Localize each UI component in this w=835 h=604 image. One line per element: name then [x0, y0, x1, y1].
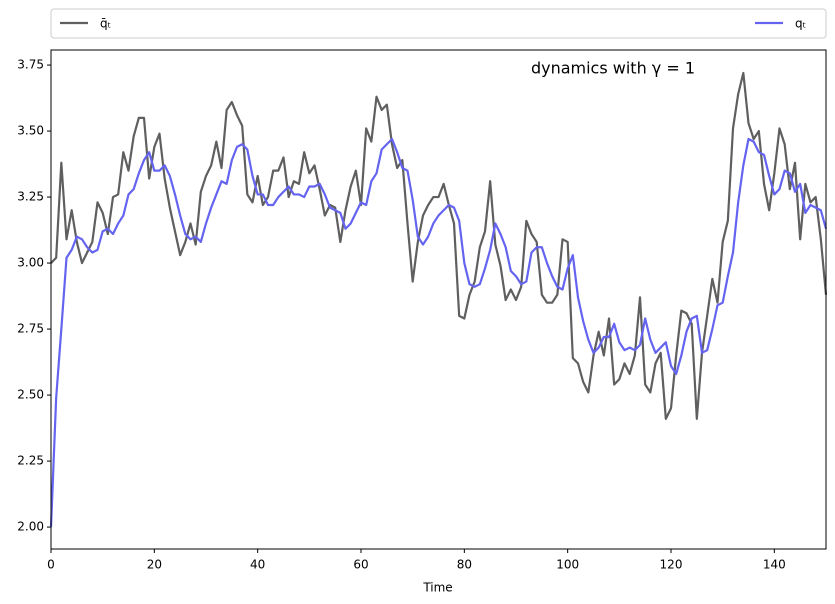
x-tick-label: 100 [556, 558, 579, 572]
x-tick-label: 0 [47, 558, 55, 572]
y-tick-label: 2.25 [17, 454, 44, 468]
y-tick-label: 2.75 [17, 322, 44, 336]
legend-label: qₜ [795, 17, 806, 31]
x-tick-label: 60 [353, 558, 368, 572]
x-tick-label: 120 [660, 558, 683, 572]
x-tick-label: 20 [147, 558, 162, 572]
series-line [50, 71, 828, 420]
x-tick-label: 40 [250, 558, 265, 572]
plot-frame [50, 49, 827, 550]
legend-label: q̄ₜ [100, 17, 111, 31]
x-axis-label: Time [422, 581, 452, 595]
y-tick-label: 3.75 [17, 58, 44, 72]
legend-box [50, 8, 827, 39]
y-tick-label: 2.00 [17, 520, 44, 534]
x-tick-label: 80 [457, 558, 472, 572]
y-tick-label: 2.50 [17, 388, 44, 402]
annotation: dynamics with γ = 1 [531, 59, 695, 78]
y-tick-label: 3.50 [17, 124, 44, 138]
x-tick-label: 140 [763, 558, 786, 572]
y-tick-label: 3.25 [17, 190, 44, 204]
y-tick-label: 3.00 [17, 256, 44, 270]
series-line [49, 137, 828, 528]
